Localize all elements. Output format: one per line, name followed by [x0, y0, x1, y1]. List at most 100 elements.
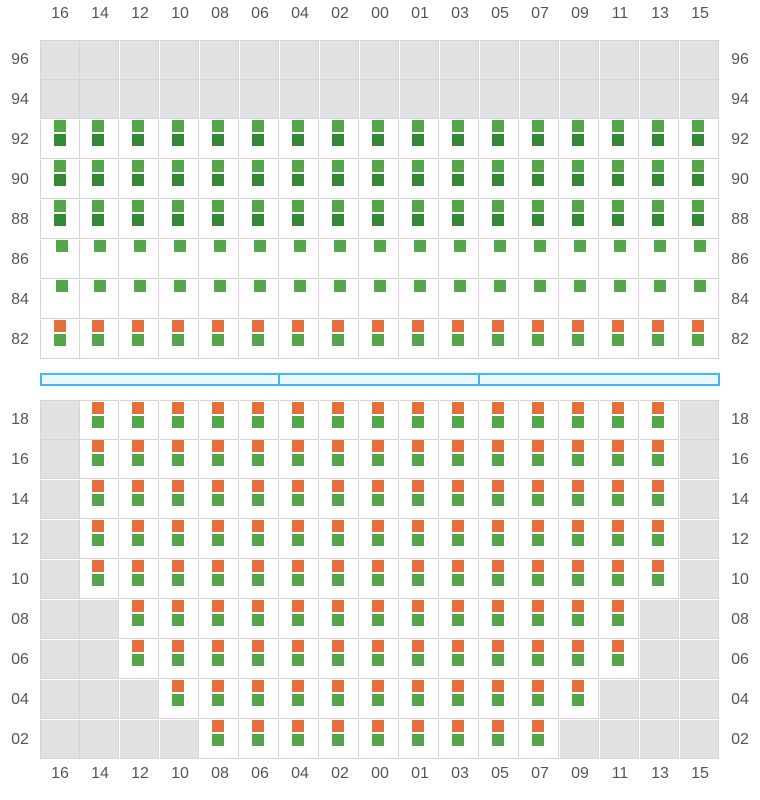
slot[interactable] [40, 160, 80, 199]
slot[interactable] [160, 680, 199, 719]
slot[interactable] [440, 240, 479, 279]
slot[interactable] [240, 680, 279, 719]
slot[interactable] [240, 160, 279, 199]
slot[interactable] [360, 320, 399, 359]
slot[interactable] [600, 440, 639, 479]
slot[interactable] [120, 640, 159, 679]
slot[interactable] [80, 320, 119, 359]
slot[interactable] [440, 120, 479, 159]
slot[interactable] [560, 320, 599, 359]
slot[interactable] [520, 720, 559, 759]
slot-unavailable[interactable] [320, 80, 359, 119]
slot[interactable] [480, 680, 519, 719]
slot[interactable] [200, 560, 239, 599]
slot[interactable] [560, 600, 599, 639]
slot[interactable] [480, 240, 519, 279]
slot-unavailable[interactable] [120, 680, 159, 719]
slot-unavailable[interactable] [520, 40, 559, 80]
slot[interactable] [480, 720, 519, 759]
slot-unavailable[interactable] [280, 80, 319, 119]
slot[interactable] [120, 480, 159, 519]
slot-unavailable[interactable] [40, 600, 80, 639]
slot[interactable] [120, 520, 159, 559]
slot-unavailable[interactable] [680, 400, 719, 440]
slot[interactable] [520, 120, 559, 159]
slot-unavailable[interactable] [680, 520, 719, 559]
slot[interactable] [680, 280, 719, 319]
slot[interactable] [160, 480, 199, 519]
slot[interactable] [440, 320, 479, 359]
slot[interactable] [520, 640, 559, 679]
slot-unavailable[interactable] [40, 40, 80, 80]
slot-unavailable[interactable] [120, 80, 159, 119]
slot[interactable] [280, 560, 319, 599]
slot[interactable] [80, 200, 119, 239]
slot-unavailable[interactable] [40, 400, 80, 440]
slot[interactable] [560, 280, 599, 319]
slot[interactable] [80, 280, 119, 319]
slot[interactable] [600, 600, 639, 639]
slot-unavailable[interactable] [200, 40, 239, 80]
slot[interactable] [120, 400, 159, 440]
slot[interactable] [480, 320, 519, 359]
slot[interactable] [600, 640, 639, 679]
slot[interactable] [600, 480, 639, 519]
slot[interactable] [240, 560, 279, 599]
slot[interactable] [200, 440, 239, 479]
slot[interactable] [520, 400, 559, 440]
slot[interactable] [400, 560, 439, 599]
slot[interactable] [640, 440, 679, 479]
slot[interactable] [200, 640, 239, 679]
slot[interactable] [400, 680, 439, 719]
slot[interactable] [440, 400, 479, 440]
slot[interactable] [520, 160, 559, 199]
slot[interactable] [400, 320, 439, 359]
slot-unavailable[interactable] [120, 720, 159, 759]
slot-unavailable[interactable] [80, 720, 119, 759]
slot[interactable] [640, 160, 679, 199]
slot[interactable] [360, 560, 399, 599]
slot[interactable] [440, 480, 479, 519]
slot[interactable] [360, 240, 399, 279]
slot[interactable] [320, 520, 359, 559]
slot[interactable] [360, 200, 399, 239]
slot[interactable] [560, 440, 599, 479]
slot[interactable] [440, 160, 479, 199]
slot-unavailable[interactable] [640, 80, 679, 119]
slot-unavailable[interactable] [680, 640, 719, 679]
slot[interactable] [640, 320, 679, 359]
slot[interactable] [120, 200, 159, 239]
slot[interactable] [240, 640, 279, 679]
slot[interactable] [360, 640, 399, 679]
slot[interactable] [160, 520, 199, 559]
slot[interactable] [160, 640, 199, 679]
slot[interactable] [280, 480, 319, 519]
slot[interactable] [520, 240, 559, 279]
slot-unavailable[interactable] [240, 40, 279, 80]
slot[interactable] [480, 160, 519, 199]
slot[interactable] [440, 600, 479, 639]
slot[interactable] [400, 720, 439, 759]
slot[interactable] [560, 160, 599, 199]
slot[interactable] [160, 320, 199, 359]
slot-unavailable[interactable] [640, 680, 679, 719]
slot[interactable] [440, 280, 479, 319]
slot[interactable] [320, 280, 359, 319]
slot[interactable] [360, 280, 399, 319]
slot-unavailable[interactable] [160, 720, 199, 759]
slot[interactable] [160, 200, 199, 239]
slot-unavailable[interactable] [640, 720, 679, 759]
slot[interactable] [560, 200, 599, 239]
slot[interactable] [80, 520, 119, 559]
slot[interactable] [520, 440, 559, 479]
slot[interactable] [520, 480, 559, 519]
slot-unavailable[interactable] [520, 80, 559, 119]
slot-unavailable[interactable] [600, 680, 639, 719]
slot[interactable] [560, 640, 599, 679]
slot-unavailable[interactable] [680, 680, 719, 719]
slot[interactable] [640, 120, 679, 159]
slot[interactable] [640, 280, 679, 319]
slot[interactable] [400, 200, 439, 239]
slot[interactable] [560, 680, 599, 719]
slot[interactable] [440, 680, 479, 719]
